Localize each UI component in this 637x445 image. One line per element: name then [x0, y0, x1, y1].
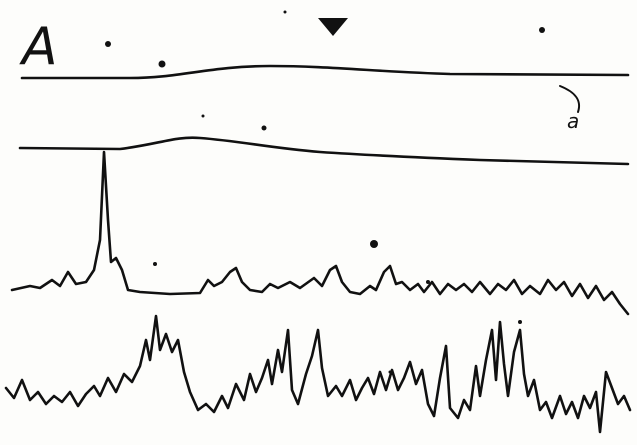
trace [10, 150, 630, 316]
speck [518, 320, 522, 324]
speck [318, 18, 348, 36]
speck [201, 114, 205, 118]
speck [370, 240, 378, 248]
trace-label: a [567, 109, 579, 133]
speck [158, 60, 166, 68]
label-pointer [559, 85, 580, 113]
speck [105, 41, 111, 47]
trace [18, 136, 630, 166]
speck [153, 262, 157, 266]
trace [20, 64, 630, 80]
trace [4, 314, 632, 434]
speck [426, 280, 430, 284]
specks [105, 10, 545, 374]
speck [261, 125, 267, 131]
panel-label: A [19, 17, 58, 77]
speck [283, 10, 287, 14]
speck [539, 27, 545, 33]
